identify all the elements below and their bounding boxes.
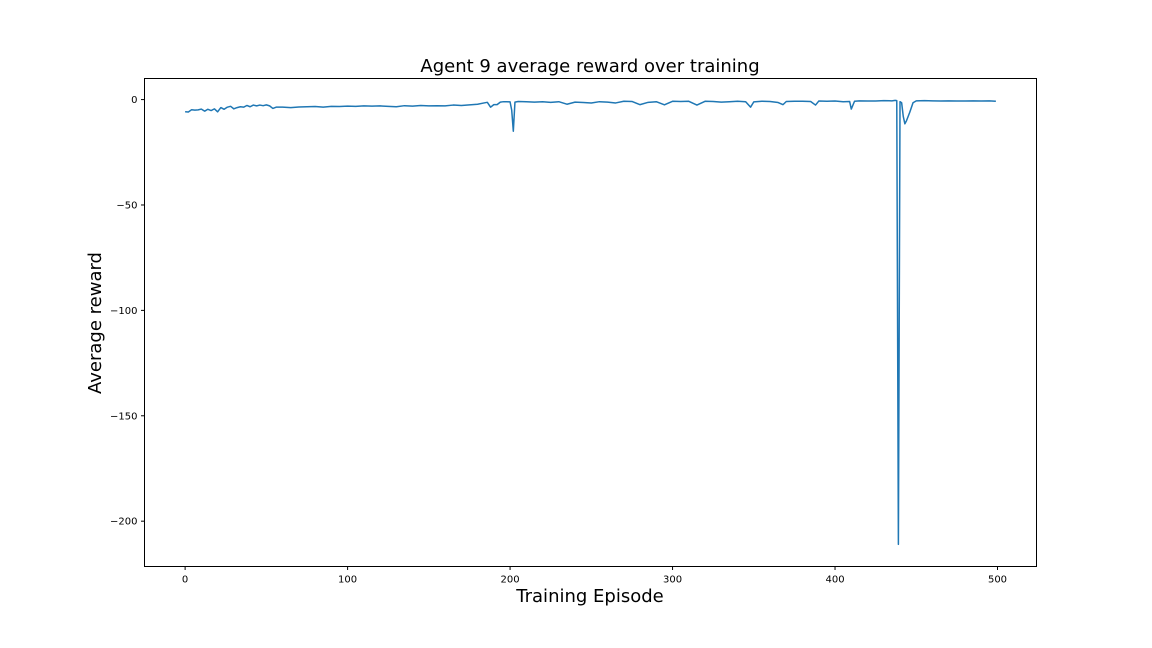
x-tick-label: 200: [501, 575, 520, 586]
x-axis-label: Training Episode: [515, 586, 663, 607]
x-tick-label: 400: [825, 575, 844, 586]
x-tick-label: 300: [663, 575, 682, 586]
y-axis-label: Average reward: [85, 252, 106, 394]
plot-area: [185, 99, 996, 546]
chart-title: Agent 9 average reward over training: [420, 56, 759, 77]
y-axis: 0 −50 −100 −150 −200: [110, 95, 145, 528]
x-tick-label: 500: [988, 575, 1007, 586]
y-tick-label: 0: [131, 95, 137, 106]
plot-frame: [144, 78, 1037, 567]
y-tick-label: −50: [116, 200, 137, 211]
y-tick-label: −200: [110, 517, 137, 528]
x-tick-label: 100: [338, 575, 357, 586]
x-tick-label: 0: [182, 575, 188, 586]
y-tick-label: −150: [110, 411, 137, 422]
series-line-0: [185, 99, 996, 546]
x-axis: 0 100 200 300 400 500: [182, 566, 1007, 586]
y-tick-label: −100: [110, 306, 137, 317]
